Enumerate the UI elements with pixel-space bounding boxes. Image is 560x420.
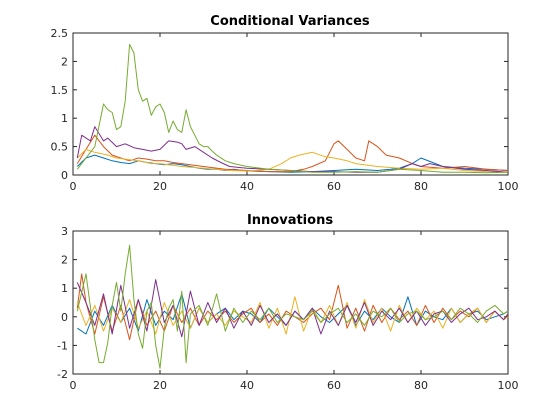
y-tick-label: 2.5 [51, 27, 69, 40]
y-tick-label: 2 [61, 55, 68, 68]
series-line-5 [76, 43, 509, 174]
tick-group: 0 20 40 60 80 100 -2 -1 0 1 2 3 [57, 225, 518, 392]
x-tick-label: 40 [240, 180, 254, 193]
y-tick-label: 1 [61, 282, 68, 295]
x-tick-label: 80 [414, 379, 428, 392]
y-tick-label: -2 [57, 368, 68, 381]
plot-area [72, 230, 509, 375]
x-tick-label: 80 [414, 180, 428, 193]
series-group [76, 244, 509, 369]
y-tick-label: -1 [57, 339, 68, 352]
x-tick-label: 20 [153, 180, 167, 193]
conditional-variances-plot: Conditional Variances 0 20 40 60 80 100 0 0.5 1 1… [51, 14, 519, 193]
plot-area [72, 32, 509, 176]
y-tick-label: 0 [61, 311, 68, 324]
tick-group: 0 20 40 60 80 100 0 0.5 1 1.5 2 2.5 [51, 27, 519, 193]
series-line-3 [76, 296, 509, 335]
series-line-5 [76, 244, 509, 369]
y-tick-label: 2 [61, 254, 68, 267]
x-tick-label: 100 [498, 180, 519, 193]
x-tick-label: 100 [498, 379, 519, 392]
x-tick-label: 60 [327, 180, 341, 193]
x-tick-label: 20 [153, 379, 167, 392]
y-tick-label: 1.5 [51, 84, 69, 97]
y-tick-label: 0.5 [51, 141, 69, 154]
y-tick-label: 1 [61, 112, 68, 125]
x-tick-label: 0 [70, 180, 77, 193]
chart-title: Conditional Variances [210, 14, 370, 29]
x-tick-label: 40 [240, 379, 254, 392]
y-tick-label: 0 [61, 169, 68, 182]
series-line-3 [76, 148, 509, 173]
chart-title: Innovations [247, 213, 333, 228]
series-line-4 [76, 126, 509, 173]
innovations-plot: Innovations 0 20 40 60 80 100 -2 -1 0 1 2 3 [57, 213, 518, 392]
series-group [76, 43, 509, 174]
y-tick-label: 3 [61, 225, 68, 238]
series-line-4 [76, 279, 509, 338]
x-tick-label: 60 [327, 379, 341, 392]
x-tick-label: 0 [70, 379, 77, 392]
